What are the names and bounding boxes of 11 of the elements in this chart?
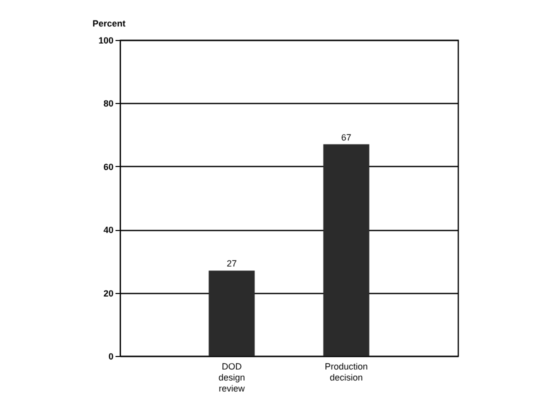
- x-tick-label: DOD design review: [218, 362, 246, 394]
- y-tick-label: 0: [108, 352, 114, 362]
- y-tick-label: 80: [103, 98, 114, 109]
- y-tick-label: 60: [103, 162, 114, 172]
- y-tick-label: 20: [103, 288, 114, 298]
- y-tick-label: 100: [98, 36, 114, 46]
- x-tick-label: Production decision: [324, 362, 368, 382]
- y-axis-title: Percent: [92, 18, 126, 28]
- y-tick-label: 40: [103, 225, 114, 236]
- data-label: 27: [226, 258, 237, 269]
- data-label: 67: [341, 132, 352, 142]
